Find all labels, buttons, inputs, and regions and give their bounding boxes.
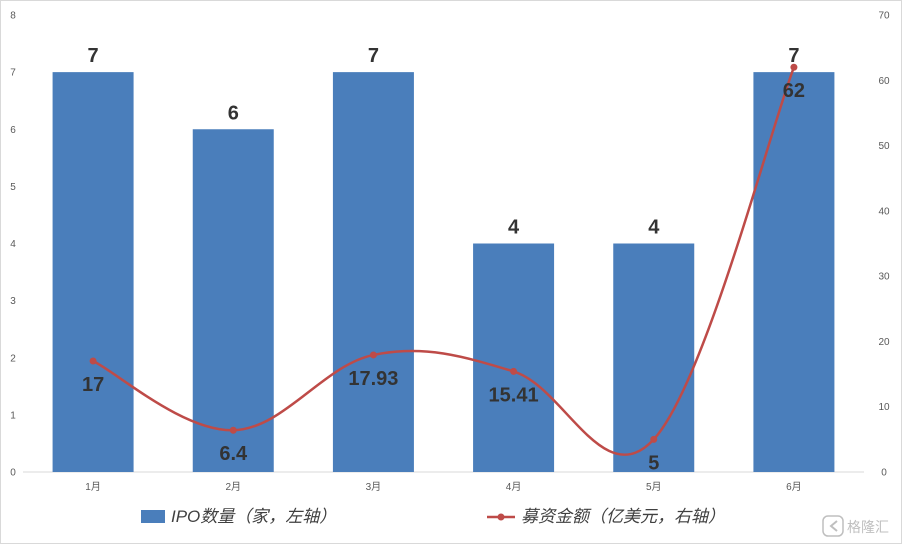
right-axis-tick-label: 0 xyxy=(881,468,887,479)
x-axis-label: 3月 xyxy=(366,481,382,493)
legend-line-marker xyxy=(497,513,505,521)
bar xyxy=(192,129,274,472)
x-axis-label: 1月 xyxy=(85,481,101,493)
line-point xyxy=(790,63,798,71)
left-axis-tick-label: 3 xyxy=(10,296,16,307)
right-axis-tick-label: 50 xyxy=(878,141,890,152)
legend-bar-swatch xyxy=(141,510,165,523)
bar xyxy=(332,72,414,472)
right-axis-tick-label: 20 xyxy=(878,337,890,348)
legend: IPO数量（家，左轴） 募资金额（亿美元，右轴） xyxy=(141,507,725,526)
line-data-label: 62 xyxy=(783,80,805,102)
left-axis-tick-label: 6 xyxy=(10,125,16,136)
gelonghui-logo-icon xyxy=(822,515,844,537)
x-axis-label: 5月 xyxy=(646,481,662,493)
bar xyxy=(52,72,134,472)
x-axis-label: 6月 xyxy=(786,481,802,493)
bar-data-label: 4 xyxy=(648,217,660,239)
line-series-points xyxy=(89,63,798,443)
line-data-label: 17 xyxy=(82,374,104,396)
line-point xyxy=(369,351,377,359)
line-point xyxy=(510,367,518,375)
line-point xyxy=(229,426,237,434)
bar xyxy=(753,72,835,472)
right-axis-tick-label: 60 xyxy=(878,76,890,87)
line-data-label: 15.41 xyxy=(489,384,539,406)
bar-data-label: 6 xyxy=(228,102,239,124)
line-data-labels: 17 6.4 17.93 15.41 5 62 xyxy=(82,80,805,474)
x-axis-label: 4月 xyxy=(506,481,522,493)
bar-data-labels: 7 6 7 4 4 7 xyxy=(88,45,800,238)
left-axis-tick-label: 5 xyxy=(10,182,16,193)
watermark: 格隆汇 xyxy=(822,515,889,537)
bar-series xyxy=(52,72,835,472)
right-axis-tick-label: 30 xyxy=(878,272,890,283)
right-axis-ticks: 0 10 20 30 40 50 60 70 xyxy=(878,11,890,479)
line-data-label: 17.93 xyxy=(348,368,398,390)
left-axis-tick-label: 4 xyxy=(10,239,16,250)
right-axis-tick-label: 40 xyxy=(878,206,890,217)
left-axis-tick-label: 8 xyxy=(10,11,16,22)
bar xyxy=(473,243,555,472)
line-data-label: 5 xyxy=(648,452,659,474)
bar-data-label: 7 xyxy=(88,45,99,67)
left-axis-tick-label: 7 xyxy=(10,68,16,79)
bar-data-label: 4 xyxy=(508,217,520,239)
x-axis-labels: 1月 2月 3月 4月 5月 6月 xyxy=(85,481,801,493)
line-data-label: 6.4 xyxy=(219,443,248,465)
line-point xyxy=(89,357,97,365)
bar-data-label: 7 xyxy=(368,45,379,67)
left-axis-tick-label: 0 xyxy=(10,468,16,479)
legend-line-label: 募资金额（亿美元，右轴） xyxy=(521,507,725,526)
line-point xyxy=(650,435,658,443)
bar xyxy=(613,243,695,472)
left-axis-tick-label: 2 xyxy=(10,353,16,364)
watermark-text: 格隆汇 xyxy=(847,519,889,535)
bar-data-label: 7 xyxy=(788,45,799,67)
right-axis-tick-label: 70 xyxy=(878,11,890,22)
left-axis-tick-label: 1 xyxy=(10,410,16,421)
left-axis-ticks: 0 1 2 3 4 5 6 7 8 xyxy=(10,11,16,479)
right-axis-tick-label: 10 xyxy=(878,402,890,413)
x-axis-label: 2月 xyxy=(225,481,241,493)
legend-bar-label: IPO数量（家，左轴） xyxy=(171,507,336,526)
